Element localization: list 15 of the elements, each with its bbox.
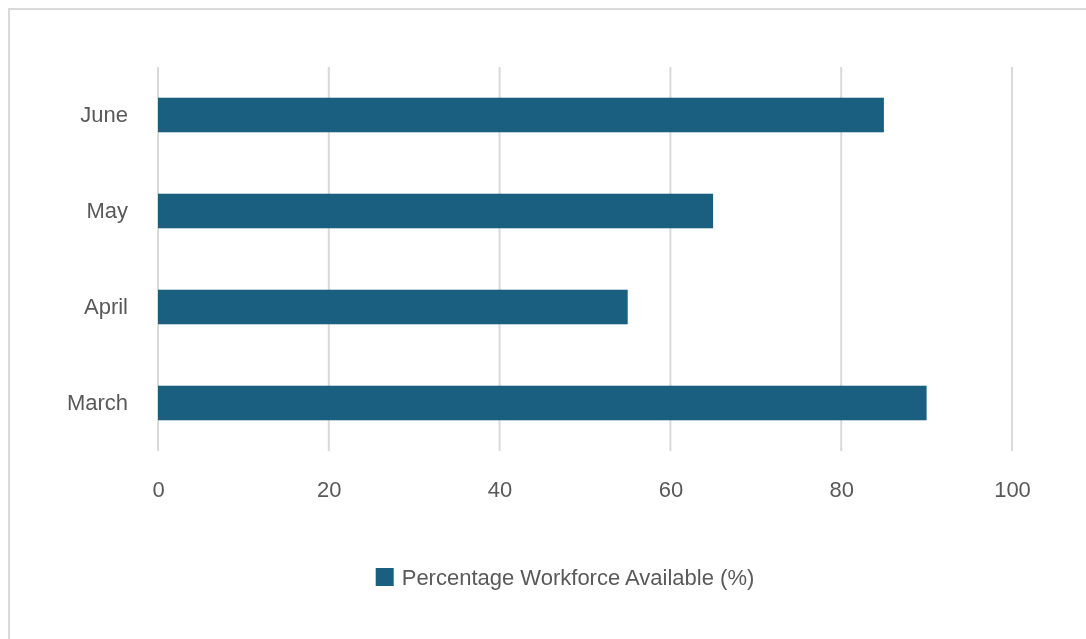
y-tick-label: May — [86, 198, 128, 224]
x-tick-label: 40 — [487, 476, 513, 502]
bar — [158, 385, 927, 421]
x-tick-label: 80 — [829, 476, 854, 502]
bar — [158, 193, 714, 229]
y-tick-label: June — [80, 102, 128, 128]
bar — [158, 97, 884, 133]
y-tick-label: March — [66, 390, 128, 416]
x-tick-label: 60 — [658, 476, 684, 502]
x-tick-label: 20 — [317, 476, 342, 502]
y-tick-label: April — [83, 294, 128, 320]
x-tick-label: 0 — [152, 476, 165, 502]
x-tick-label: 100 — [994, 476, 1031, 502]
bar — [158, 289, 628, 325]
legend-label: Percentage Workforce Available (%) — [401, 565, 755, 590]
